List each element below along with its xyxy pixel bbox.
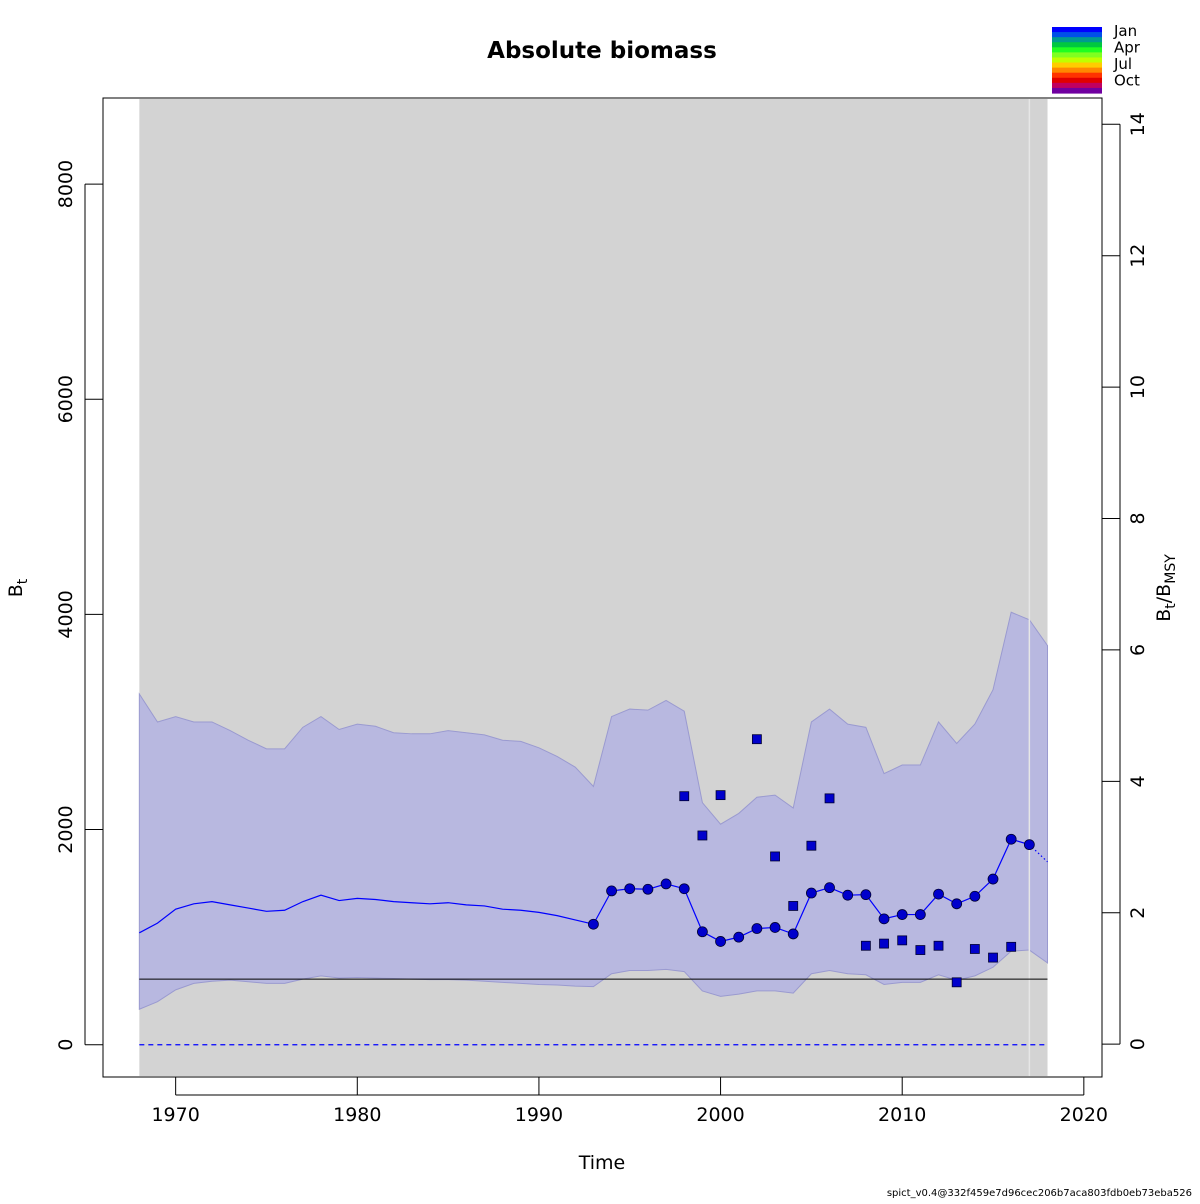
x-tick-label: 1980 <box>333 1104 381 1126</box>
observation-point <box>915 945 926 955</box>
estimate-point <box>642 883 654 895</box>
estimate-point <box>987 873 999 885</box>
estimate-point <box>914 909 926 920</box>
legend-label-jul: Jul <box>1113 55 1132 73</box>
legend-swatch <box>1052 77 1102 84</box>
legend-swatch <box>1052 52 1102 59</box>
observation-point <box>988 952 998 963</box>
estimate-point <box>1023 839 1035 851</box>
y-tick-label: 8000 <box>55 160 77 208</box>
x-tick-label: 1970 <box>151 1104 199 1126</box>
y-tick-label: 2000 <box>55 805 77 853</box>
chart-title: Absolute biomass <box>487 38 717 64</box>
estimate-point <box>824 882 835 894</box>
y-right-title-part: B <box>1153 609 1175 622</box>
legend-swatch <box>1052 62 1102 69</box>
observation-point <box>951 977 962 988</box>
estimate-point <box>769 922 781 933</box>
legend-swatch <box>1052 67 1102 74</box>
observation-point <box>969 944 980 954</box>
observation-point <box>806 840 817 851</box>
y-tick-label: 6000 <box>55 375 77 423</box>
footer-version: spict_v0.4@332f459e7d96cec206b7aca803fdb… <box>887 1188 1192 1199</box>
y-tick-label: 0 <box>55 1039 77 1051</box>
estimate-point <box>660 878 672 890</box>
y-right-axis-title: Bt/BMSY <box>1153 554 1179 622</box>
y-tick-label: 4000 <box>55 590 77 638</box>
y-right-title-part: / <box>1153 596 1175 603</box>
legend-swatch <box>1052 42 1102 48</box>
estimate-point <box>878 913 890 925</box>
legend-swatch <box>1052 82 1102 89</box>
estimate-point <box>860 889 872 901</box>
estimate-point <box>751 923 763 934</box>
legend-label-oct: Oct <box>1114 72 1140 90</box>
y-right-title-sub: MSY <box>1163 554 1179 584</box>
y-right-tick-label: 0 <box>1127 1038 1149 1050</box>
legend-swatch <box>1052 87 1102 94</box>
observation-point <box>933 940 944 951</box>
x-tick-label: 2010 <box>878 1104 926 1126</box>
estimate-point <box>606 885 617 897</box>
x-tick-label: 1990 <box>515 1104 563 1126</box>
legend-swatch <box>1052 47 1102 53</box>
y-right-tick-label: 2 <box>1127 907 1149 919</box>
estimate-point <box>715 936 726 947</box>
estimate-point <box>678 883 690 895</box>
y-axis-title-sub: t <box>15 578 31 584</box>
confidence-band <box>138 611 1049 1010</box>
y-right-tick-label: 10 <box>1127 375 1149 399</box>
legend-label-apr: Apr <box>1114 39 1141 57</box>
x-tick-label: 2020 <box>1060 1104 1108 1126</box>
estimate-point <box>969 890 981 902</box>
y-axis-title: Bt <box>5 578 31 597</box>
legend-swatch <box>1052 27 1102 33</box>
observation-point <box>679 791 690 802</box>
y-right-tick-label: 14 <box>1127 112 1149 136</box>
observation-point <box>751 734 762 745</box>
observation-point <box>697 830 708 841</box>
observation-point <box>860 940 871 951</box>
x-axis-title: Time <box>578 1152 626 1174</box>
estimate-point <box>896 909 908 920</box>
legend-swatch <box>1052 72 1102 79</box>
observation-point <box>1006 941 1017 952</box>
y-right-tick-label: 6 <box>1127 644 1149 656</box>
estimate-point <box>697 926 708 938</box>
observation-point <box>897 935 908 946</box>
estimate-point <box>842 889 854 901</box>
estimate-point <box>787 928 799 940</box>
plot-frame <box>102 97 1103 1078</box>
legend-swatch <box>1052 32 1102 38</box>
x-tick-label: 2000 <box>696 1104 744 1126</box>
estimate-point <box>805 887 817 899</box>
y-right-tick-label: 4 <box>1127 775 1149 787</box>
estimate-point <box>588 918 599 930</box>
legend-swatch <box>1052 37 1102 43</box>
y-right-title-part: B <box>1153 584 1175 597</box>
observation-point <box>715 790 726 801</box>
observation-point <box>770 851 780 862</box>
estimate-point <box>733 931 745 943</box>
y-right-tick-label: 12 <box>1127 244 1149 268</box>
estimate-point <box>933 888 944 900</box>
legend-swatch <box>1052 57 1102 64</box>
estimate-point <box>624 883 636 895</box>
legend-label-jan: Jan <box>1113 22 1137 40</box>
estimate-point <box>1005 833 1017 845</box>
observation-point <box>824 793 835 804</box>
observation-point <box>879 938 889 949</box>
estimate-point <box>951 898 963 910</box>
y-right-tick-label: 8 <box>1127 512 1149 524</box>
observation-point <box>788 901 799 911</box>
y-right-title-sub: t <box>1163 603 1179 609</box>
